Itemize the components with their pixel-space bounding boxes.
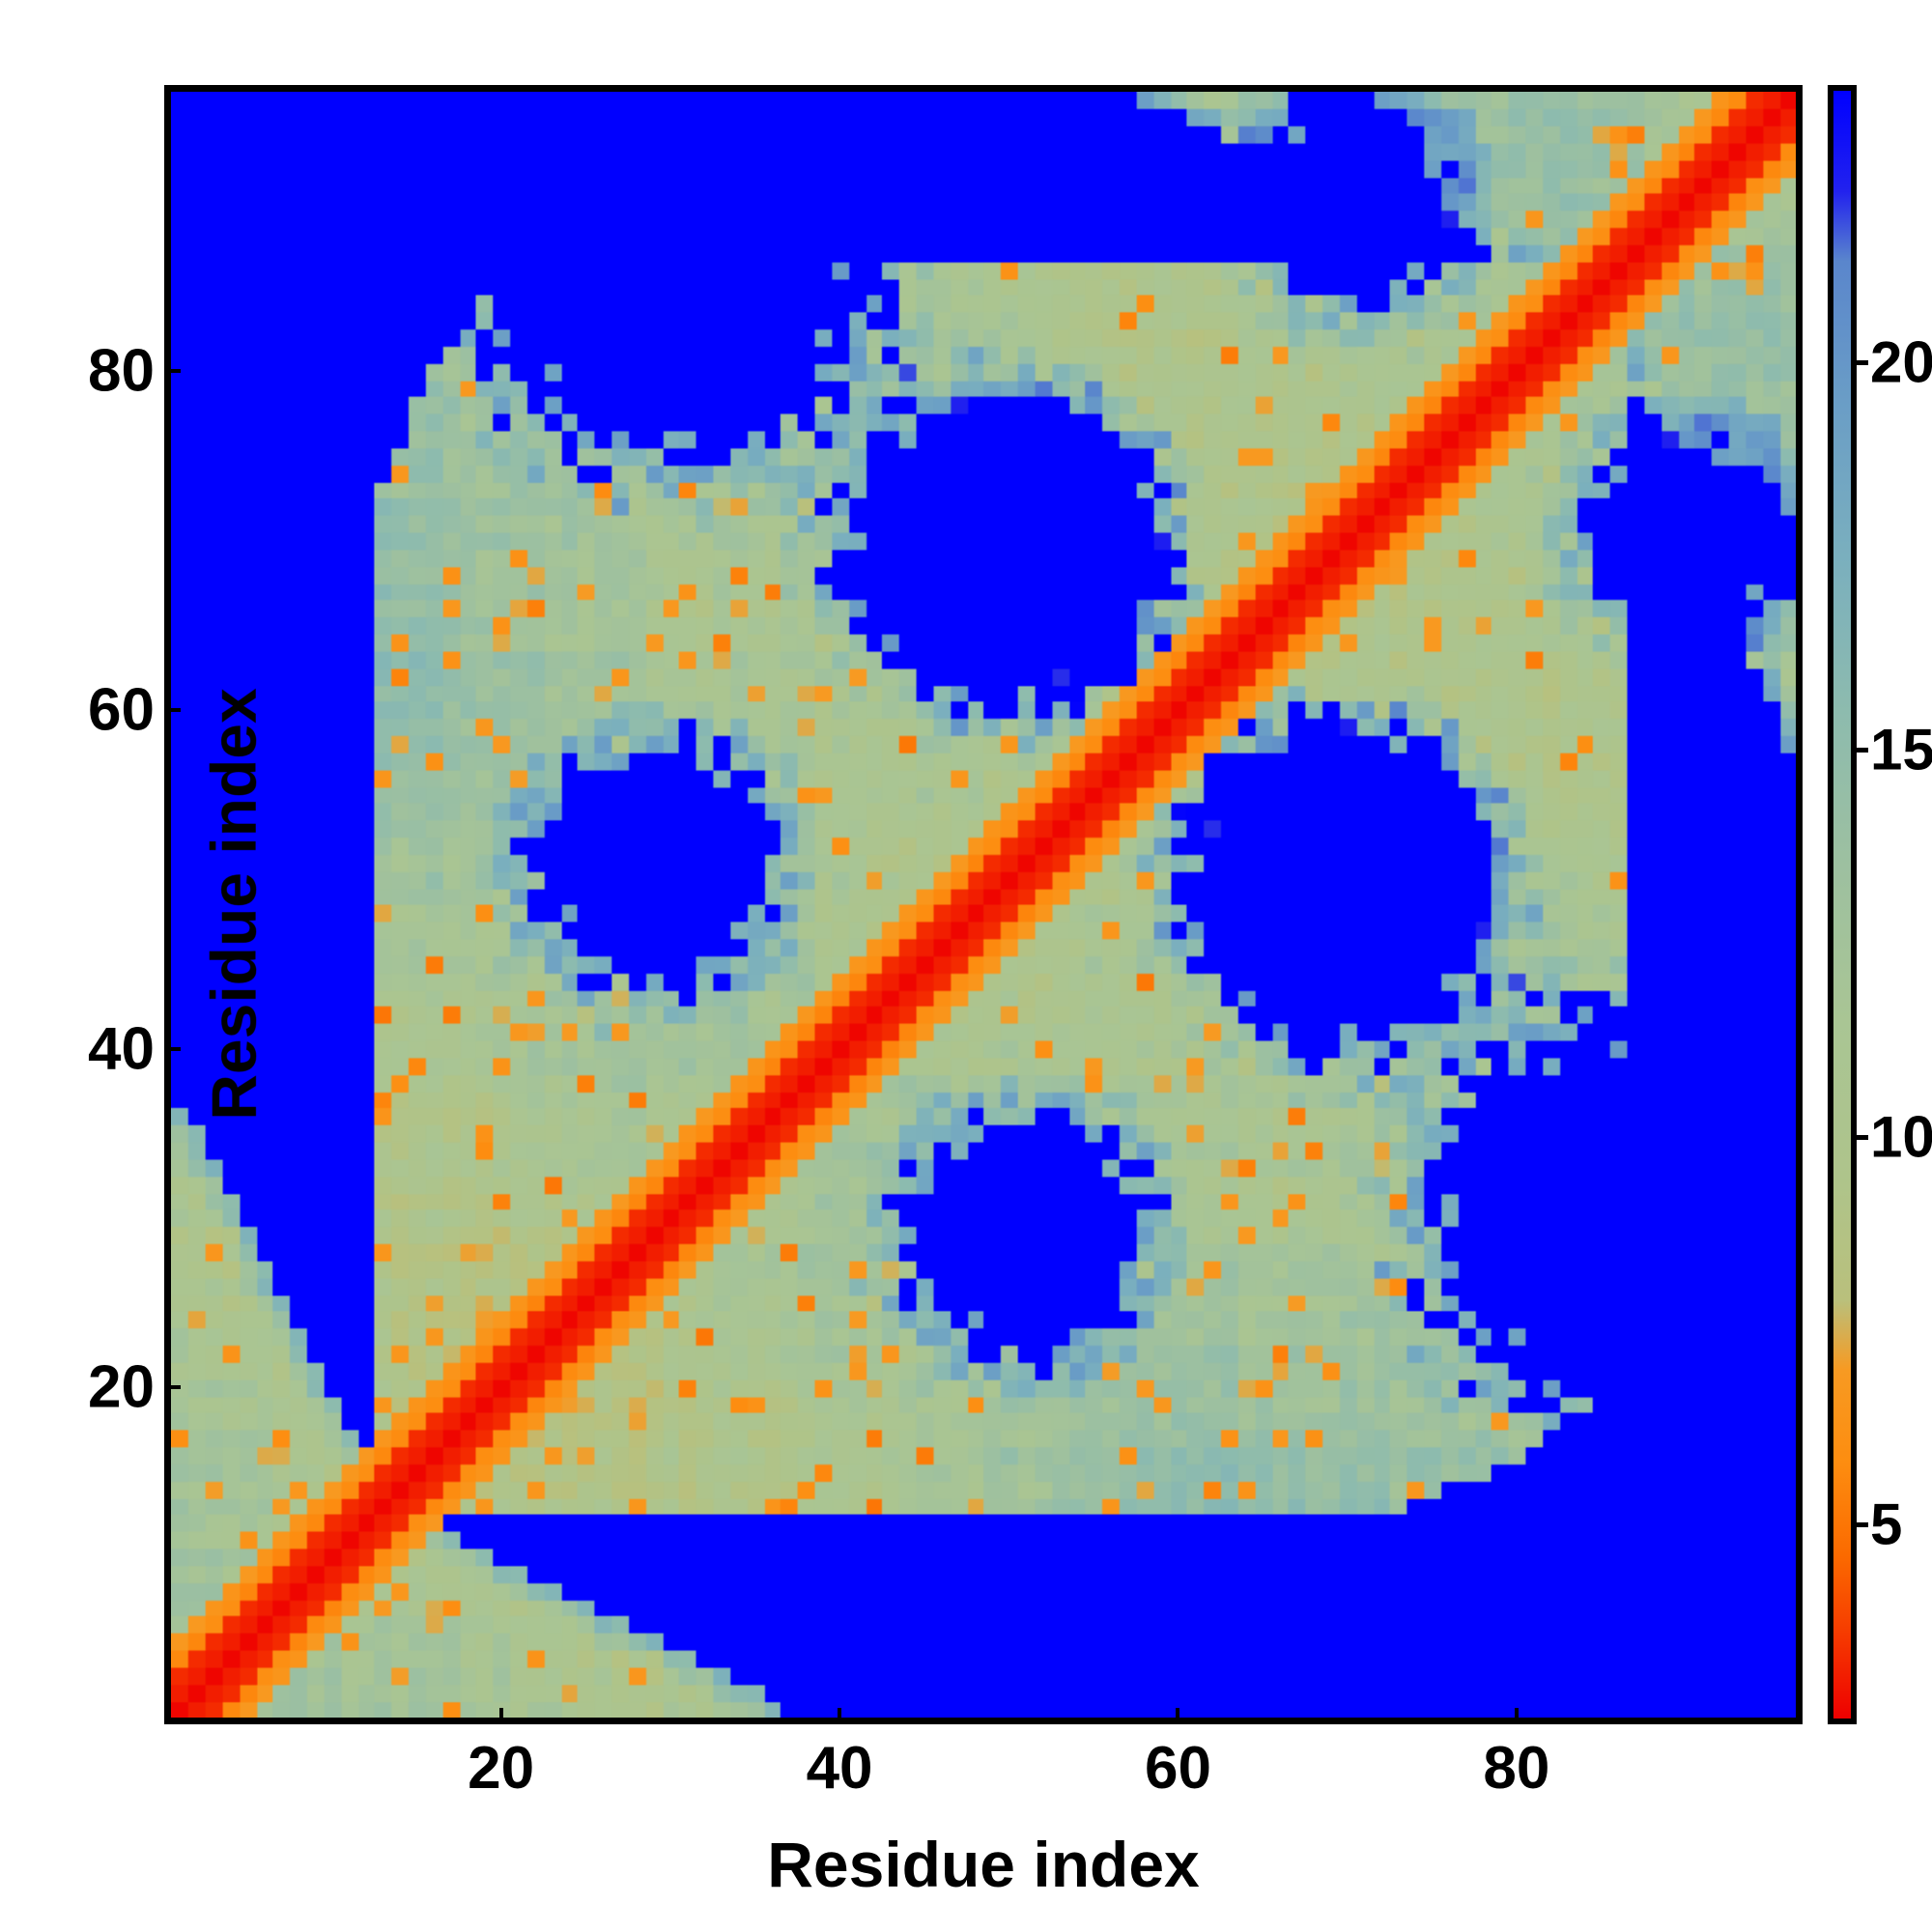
y-tick-mark — [164, 1046, 181, 1051]
y-axis-title: Residue index — [197, 688, 270, 1121]
x-axis-title: Residue index — [767, 1829, 1200, 1900]
colorbar[interactable] — [1828, 85, 1857, 1724]
colorbar-tick-label: 5 — [1870, 1492, 1903, 1557]
colorbar-tick-mark — [1855, 1522, 1868, 1528]
x-tick-mark — [1176, 1708, 1180, 1724]
colorbar-gradient — [1833, 91, 1851, 1719]
colorbar-tick-mark — [1855, 359, 1868, 365]
x-tick-mark — [498, 1708, 503, 1724]
y-tick-mark — [164, 369, 181, 374]
colorbar-tick-label: 15 — [1870, 717, 1932, 782]
x-tick-label: 20 — [468, 1735, 535, 1802]
x-tick-label: 60 — [1145, 1735, 1211, 1802]
y-tick-label: 80 — [88, 337, 155, 405]
heatmap-plot-area[interactable] — [164, 85, 1803, 1724]
y-tick-mark — [164, 1385, 181, 1390]
distance-matrix-canvas — [171, 92, 1796, 1718]
colorbar-tick-mark — [1855, 748, 1868, 753]
y-tick-label: 20 — [88, 1353, 155, 1421]
x-tick-label: 40 — [806, 1735, 873, 1802]
colorbar-tick-label: 10 — [1870, 1104, 1932, 1170]
colorbar-tick-label: 20 — [1870, 329, 1932, 395]
x-tick-label: 80 — [1483, 1735, 1550, 1802]
y-tick-label: 40 — [88, 1015, 155, 1083]
x-tick-mark — [1514, 1708, 1519, 1724]
x-tick-mark — [838, 1708, 842, 1724]
y-tick-label: 60 — [88, 676, 155, 744]
y-tick-mark — [164, 707, 181, 712]
colorbar-tick-mark — [1855, 1135, 1868, 1141]
